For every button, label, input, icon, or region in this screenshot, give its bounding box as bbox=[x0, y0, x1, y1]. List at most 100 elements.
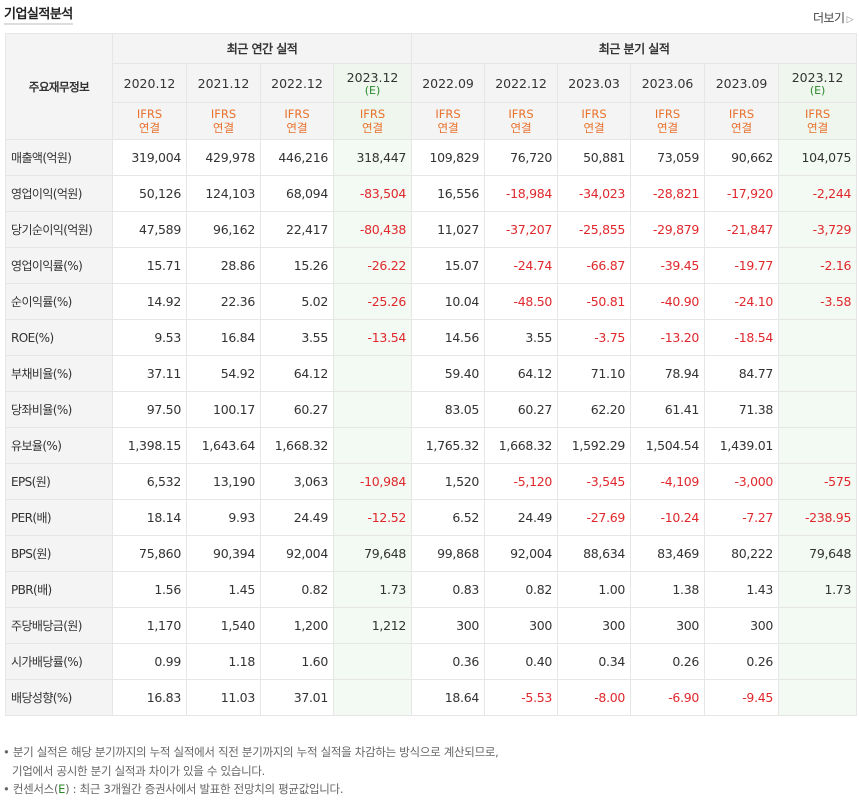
basis-scope: 연결 bbox=[361, 121, 384, 135]
period-label: 2023.12 bbox=[346, 69, 399, 85]
value-cell: 88,634 bbox=[557, 535, 632, 572]
value-cell: 84.77 bbox=[704, 355, 780, 392]
table-row: 영업이익(억원) 50,126 124,103 68,094 -83,504 16,556… bbox=[5, 175, 858, 212]
basis-scope: 연결 bbox=[656, 121, 679, 135]
value-cell: 1.60 bbox=[260, 643, 334, 680]
value-cell: 47,589 bbox=[112, 211, 187, 248]
value-cell bbox=[778, 607, 858, 644]
value-cell: 14.56 bbox=[411, 319, 486, 356]
value-cell: 1,200 bbox=[260, 607, 334, 644]
value-cell: 100.17 bbox=[186, 391, 261, 428]
table-row: EPS(원) 6,532 13,190 3,063 -10,984 1,520 -5,120… bbox=[5, 463, 858, 500]
value-cell: -26.22 bbox=[332, 247, 413, 284]
row-label: EPS(원) bbox=[5, 463, 113, 500]
value-cell: 83.05 bbox=[411, 391, 486, 428]
basis-standard: IFRS bbox=[284, 107, 310, 121]
value-cell: -3.75 bbox=[557, 319, 632, 356]
value-cell: -48.50 bbox=[484, 283, 559, 320]
period-header: 2020.12 bbox=[112, 63, 187, 103]
value-cell: 50,126 bbox=[112, 175, 187, 212]
value-cell: 92,004 bbox=[260, 535, 334, 572]
footnote-consensus-prefix: • 컨센서스( bbox=[3, 782, 59, 796]
value-cell: 80,222 bbox=[704, 535, 780, 572]
value-cell: 6,532 bbox=[112, 463, 187, 500]
value-cell: -2,244 bbox=[778, 175, 858, 212]
value-cell: 78.94 bbox=[630, 355, 706, 392]
value-cell bbox=[332, 679, 413, 716]
value-cell: 3.55 bbox=[260, 319, 334, 356]
value-cell: 99,868 bbox=[411, 535, 486, 572]
value-cell: 6.52 bbox=[411, 499, 486, 536]
value-cell bbox=[332, 427, 413, 464]
value-cell: 15.26 bbox=[260, 247, 334, 284]
value-cell: 14.92 bbox=[112, 283, 187, 320]
value-cell: 0.40 bbox=[484, 643, 559, 680]
value-cell: 24.49 bbox=[484, 499, 559, 536]
value-cell: -17,920 bbox=[704, 175, 780, 212]
value-cell: -18,984 bbox=[484, 175, 559, 212]
table-row: BPS(원) 75,860 90,394 92,004 79,648 99,868 92,0… bbox=[5, 535, 858, 572]
value-cell: -5.53 bbox=[484, 679, 559, 716]
footnote-consensus: • 컨센서스(E) : 최근 3개월간 증권사에서 발표한 전망치의 평균값입니… bbox=[3, 780, 499, 799]
estimate-mark: E bbox=[58, 782, 66, 796]
row-label: 당기순이익(억원) bbox=[5, 211, 113, 248]
value-cell: 104,075 bbox=[778, 139, 858, 176]
value-cell: -18.54 bbox=[704, 319, 780, 356]
value-cell: 64.12 bbox=[484, 355, 559, 392]
value-cell: -3.58 bbox=[778, 283, 858, 320]
value-cell: 22,417 bbox=[260, 211, 334, 248]
value-cell: -34,023 bbox=[557, 175, 632, 212]
value-cell: 10.04 bbox=[411, 283, 486, 320]
value-cell: 18.14 bbox=[112, 499, 187, 536]
value-cell: 15.07 bbox=[411, 247, 486, 284]
basis-standard: IFRS bbox=[508, 107, 534, 121]
value-cell: 124,103 bbox=[186, 175, 261, 212]
value-cell: 9.93 bbox=[186, 499, 261, 536]
value-cell: 97.50 bbox=[112, 391, 187, 428]
period-label: 2022.12 bbox=[271, 75, 323, 91]
value-cell: 90,394 bbox=[186, 535, 261, 572]
period-label: 2022.12 bbox=[495, 75, 547, 91]
value-cell: -575 bbox=[778, 463, 858, 500]
value-cell: 1,592.29 bbox=[557, 427, 632, 464]
value-cell bbox=[332, 391, 413, 428]
value-cell: -12.52 bbox=[332, 499, 413, 536]
group-annual: 최근 연간 실적 bbox=[111, 33, 413, 64]
value-cell: -27.69 bbox=[557, 499, 632, 536]
value-cell: 79,648 bbox=[778, 535, 858, 572]
value-cell: 9.53 bbox=[112, 319, 187, 356]
value-cell: 16.84 bbox=[186, 319, 261, 356]
value-cell: 1.73 bbox=[332, 571, 413, 608]
period-label: 2023.06 bbox=[641, 75, 694, 91]
value-cell: -28,821 bbox=[630, 175, 706, 212]
footnote-quarterly: • 분기 실적은 해당 분기까지의 누적 실적에서 직전 분기까지의 누적 실적… bbox=[3, 745, 499, 759]
value-cell: 318,447 bbox=[332, 139, 413, 176]
value-cell: -3,545 bbox=[557, 463, 632, 500]
footnote-quarterly-cont: 기업에서 공시한 분기 실적과 차이가 있을 수 있습니다. bbox=[12, 763, 266, 778]
value-cell: -19.77 bbox=[704, 247, 780, 284]
value-cell: 68,094 bbox=[260, 175, 334, 212]
basis-scope: 연결 bbox=[138, 121, 161, 135]
value-cell: 1.56 bbox=[112, 571, 187, 608]
row-label: 영업이익률(%) bbox=[5, 247, 113, 284]
basis-standard: IFRS bbox=[654, 107, 681, 121]
value-cell: 0.82 bbox=[484, 571, 559, 608]
accounting-basis: IFRS 연결 bbox=[484, 102, 559, 140]
value-cell: 3.55 bbox=[484, 319, 559, 356]
value-cell: -10.24 bbox=[630, 499, 706, 536]
row-label: 매출액(억원) bbox=[5, 139, 113, 176]
period-header: 2023.03 bbox=[557, 63, 632, 103]
value-cell: -25.26 bbox=[332, 283, 413, 320]
basis-scope: 연결 bbox=[730, 121, 753, 135]
value-cell: 1,668.32 bbox=[260, 427, 334, 464]
more-link[interactable]: 더보기 ▷ bbox=[813, 9, 854, 26]
value-cell: 429,978 bbox=[186, 139, 261, 176]
period-label: 2021.12 bbox=[197, 75, 250, 91]
table-row: 순이익률(%) 14.92 22.36 5.02 -25.26 10.04 -48.50 -5… bbox=[5, 283, 858, 320]
period-header: 2021.12 bbox=[186, 63, 261, 103]
value-cell bbox=[778, 319, 858, 356]
accounting-basis: IFRS 연결 bbox=[704, 102, 780, 140]
value-cell: 28.86 bbox=[186, 247, 261, 284]
period-header: 2023.12 (E) bbox=[332, 63, 413, 103]
value-cell: 1,504.54 bbox=[630, 427, 706, 464]
